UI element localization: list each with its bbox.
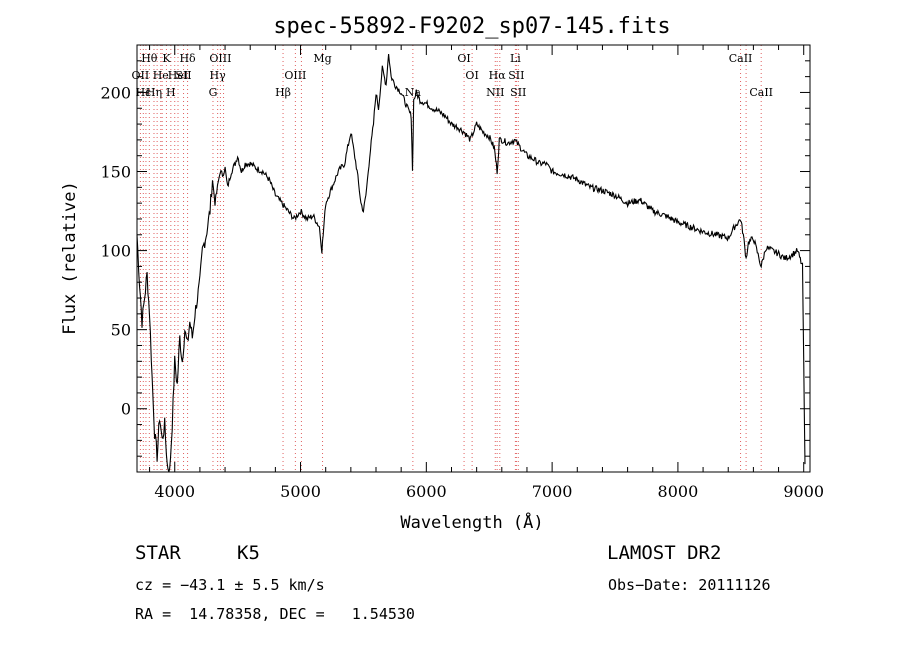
line-label: Hη [146,86,162,99]
x-tick-label: 4000 [154,482,195,501]
line-label: SII [510,86,526,99]
y-tick-label: 0 [121,400,131,419]
observation-date: Obs−Date: 20111126 [608,576,771,594]
x-tick-label: 5000 [280,482,321,501]
axis-tick-labels: 4000 5000 6000 7000 8000 9000 0 50 100 150 200 [100,83,824,501]
spectrum-line [136,54,806,473]
y-axis-label: Flux (relative) [60,181,80,335]
line-label: OI [465,69,478,82]
y-tick-label: 50 [111,321,131,340]
line-label: Hα [489,69,507,82]
axis-ticks [137,44,810,473]
x-tick-label: 8000 [658,482,699,501]
line-label: OI [457,52,470,65]
y-tick-label: 150 [100,163,131,182]
line-label: NII [486,86,504,99]
line-label: OIII [284,69,306,82]
y-tick-label: 100 [100,242,131,261]
line-label: SII [175,69,191,82]
object-subclass: K5 [237,542,260,564]
y-tick-label: 200 [100,83,131,102]
line-label: HeI [168,69,188,82]
line-label: CaII [729,52,753,65]
coordinates: RA = 14.78358, DEC = 1.54530 [135,605,415,623]
chart-title: spec-55892-F9202_sp07-145.fits [273,14,670,39]
line-label: Hθ [141,52,158,65]
survey-name: LAMOST DR2 [607,542,722,564]
plot-frame [136,44,811,473]
line-label: OII [132,69,150,82]
line-label: H [166,86,176,99]
line-label: Hβ [275,86,291,99]
x-tick-label: 6000 [406,482,447,501]
line-label: Mg [313,52,331,65]
object-class: STAR [135,542,181,564]
x-axis-label: Wavelength (Å) [400,511,543,533]
x-tick-label: 7000 [532,482,573,501]
x-tick-label: 9000 [783,482,824,501]
line-label: SII [508,69,524,82]
line-label: Li [510,52,521,65]
line-label: He [153,69,169,82]
line-label: Hδ [179,52,196,65]
line-label: G [209,86,218,99]
emission-line-markers [139,45,762,472]
line-label: OIII [209,52,231,65]
line-label: K [162,52,171,65]
line-label: CaII [749,86,773,99]
redshift-cz: cz = −43.1 ± 5.5 km/s [135,576,325,594]
line-label: Hγ [210,69,227,82]
